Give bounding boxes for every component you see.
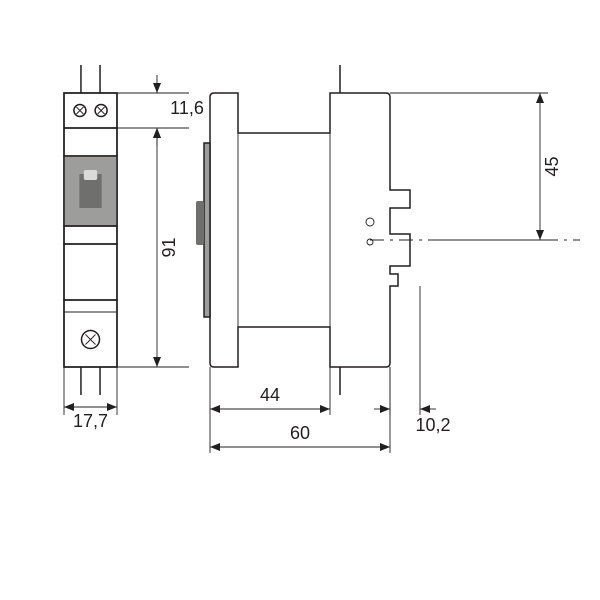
dim-rail-clip-depth: 10,2 xyxy=(415,415,450,435)
dim-body-height: 91 xyxy=(159,237,179,257)
dim-top-terminal-h: 11,6 xyxy=(170,98,204,118)
dim-side-depth-outer: 60 xyxy=(290,423,310,443)
dim-rail-center-to-top: 45 xyxy=(542,156,562,176)
dim-side-depth-inner: 44 xyxy=(260,385,280,405)
dim-width-front: 17,7 xyxy=(73,411,108,431)
dimension-drawing: 17,7 11,6 91 44 60 10,2 45 xyxy=(0,0,600,600)
